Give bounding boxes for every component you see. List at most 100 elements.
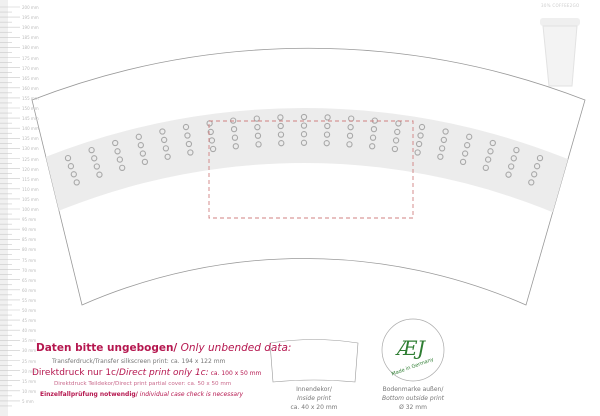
ruler-label: 50 mm [22,308,37,313]
ruler-label: 105 mm [22,196,39,202]
perforation-dot [505,171,512,178]
perforation-dot [255,141,262,148]
ruler-label: 150 mm [22,106,39,111]
grey-band [32,107,585,243]
perforation-dot [254,124,261,131]
inside-print-caption: Innendekor/ Inside print ca. 40 x 20 mm [274,385,354,412]
direct-note: Direktdruck nur 1c/Direct print only 1c:… [32,368,261,378]
perforation-dot [369,134,377,141]
perforation-dot [232,143,239,150]
perforation-dot [484,156,492,163]
perforation-dot [346,132,354,139]
perforation-dot [164,153,171,160]
perforation-dot [347,124,354,131]
ruler-label: 135 mm [22,136,39,142]
ruler-label: 175 mm [22,55,39,61]
perforation-dot [531,171,538,178]
perforation-dot [277,114,284,121]
perforation-dot [70,171,77,178]
ruler-label: 180 mm [22,45,39,51]
perforation-dot [207,128,214,136]
ruler-label: 170 mm [22,65,39,71]
ruler-label: 45 mm [22,318,37,324]
perforation-dot [300,139,308,146]
transfer-note: Transferdruck/Transfer silkscreen print:… [52,358,226,365]
perforation-dot [141,158,149,166]
perforation-dot [508,163,515,170]
perforation-dot [394,128,401,136]
perforation-dot [277,122,284,130]
ruler-label: 85 mm [22,237,37,243]
perforation-dot [370,126,378,133]
ruler-label: 155 mm [22,95,39,101]
ruler-label: 140 mm [22,126,39,132]
perforation-dot [67,163,75,170]
perforation-dot [91,155,98,162]
perforation-dot [369,143,376,150]
heading-de: Daten bitte ungebogen/ [36,342,178,354]
perforation-dot [230,126,238,133]
perforation-dot [391,145,399,153]
perforation-dot [209,145,217,153]
perforation-dot [300,122,308,129]
perforation-dot [182,123,190,131]
partial-note: Direktdruck Teildekor/Direct print parti… [54,381,232,387]
perforation-dot [459,158,467,166]
perforation-dot [437,153,444,160]
brand-label: 30% COFFEE2GO [541,3,580,8]
ruler-strip [0,0,8,416]
perforation-dot [487,148,494,155]
ruler-label: 120 mm [22,166,39,172]
perforation-dot [482,164,489,172]
perforation-dot [417,132,424,139]
ruler-label: 115 mm [22,176,39,182]
heading-en: Only unbended data: [177,342,292,354]
ruler-label: 65 mm [22,277,37,283]
perforation-dot [440,136,448,144]
perforation-dot [64,154,72,162]
inside-line2: Inside print [297,395,331,402]
ruler-label: 195 mm [22,15,39,21]
ruler-label: 200 mm [22,5,39,10]
ruler-label: 35 mm [22,338,37,344]
ruler-label: 60 mm [22,287,37,293]
perforation-dot [536,154,544,162]
perforation-dot [300,131,308,138]
perforation-dot [464,142,471,149]
bottom-line2: Bottom outside print [381,395,445,402]
ruler-label: 145 mm [22,116,39,122]
ruler-label: 70 mm [22,267,37,273]
ruler-label: 160 mm [22,85,39,91]
print-area-dashed [208,120,414,219]
ruler-label: 75 mm [22,257,37,263]
perforation-dot [533,163,541,170]
perforation-dot [438,145,446,152]
direct-de: Direktdruck nur 1c/ [32,368,120,378]
perforation-dot [119,164,126,172]
ruler-label: 95 mm [22,217,37,223]
perforation-dot [112,139,119,147]
ruler-label: 165 mm [22,75,39,81]
notes-heading: Daten bitte ungebogen/ Only unbended dat… [36,342,291,354]
perforation-dot [135,133,142,140]
perforation-dot [418,123,426,131]
bottom-print-circle [381,318,445,382]
perforation-dot [96,171,103,178]
ruler-label: 110 mm [22,186,39,192]
check-de: Einzelfallprüfung notwendig/ [40,391,138,398]
direct-en: Direct print only 1c: [119,368,209,378]
perforation-dot [324,122,331,130]
ruler-label: 100 mm [22,207,39,212]
inside-print-shape [269,339,359,383]
cup-lid [540,18,580,26]
perforation-dot [278,140,285,147]
logo-monogram: ÆJ [395,336,426,360]
perforation-dot [254,132,262,139]
perforation-dot [88,146,95,154]
perforation-dot [185,140,193,148]
inside-line3: ca. 40 x 20 mm [290,404,338,411]
perforation-dot [324,114,331,121]
perforation-dot [253,115,260,122]
perforation-dot [93,163,100,170]
